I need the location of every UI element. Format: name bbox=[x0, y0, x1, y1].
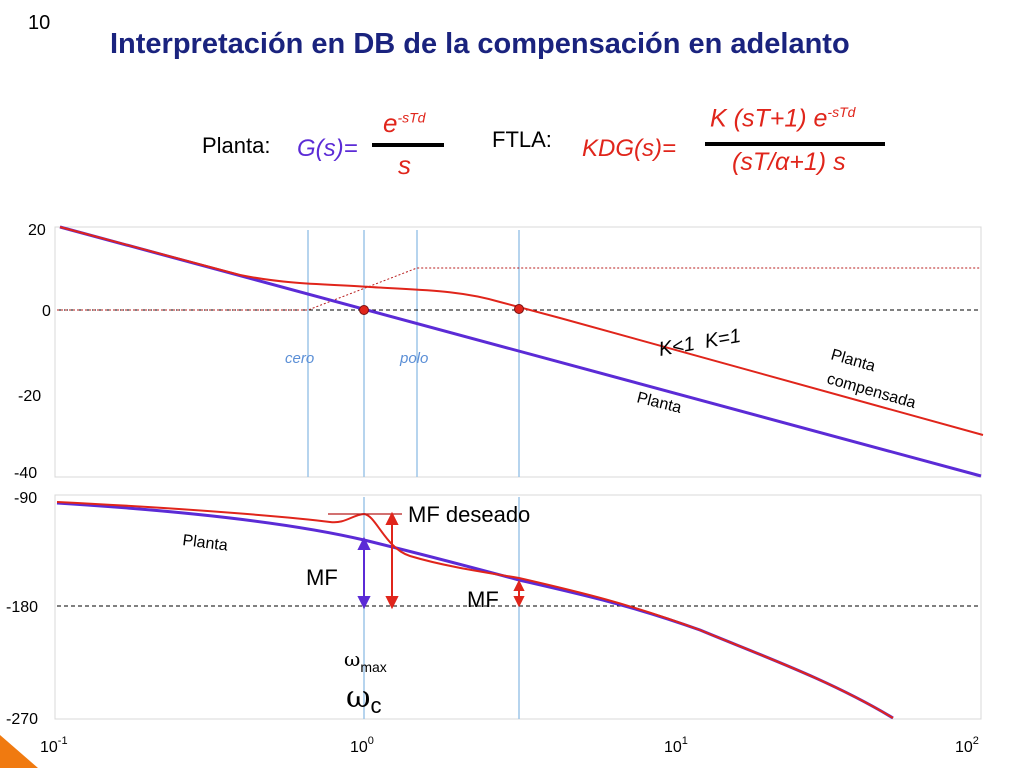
label-mf-compensated: MF bbox=[467, 587, 499, 612]
mf-compensated-arrow bbox=[513, 579, 525, 608]
corner-decoration bbox=[0, 735, 38, 768]
compensated-magnitude-curve bbox=[59, 226, 984, 436]
page-title: Interpretación en DB de la compensación … bbox=[110, 28, 850, 60]
label-planta-compensada-1: Planta bbox=[829, 347, 877, 376]
ftla-formula-denominator: (sT/α+1) s bbox=[732, 148, 846, 176]
crossover-dot-plant bbox=[359, 305, 369, 315]
mag-ytick-m40: -40 bbox=[14, 465, 37, 482]
ftla-formula-numerator: K (sT+1) e-sTd bbox=[710, 104, 856, 133]
label-omega-max: ωmax bbox=[344, 647, 387, 675]
phase-ytick-m180: -180 bbox=[6, 599, 38, 616]
xtick-10-0: 100 bbox=[350, 735, 374, 756]
mf-plant-arrow bbox=[357, 536, 371, 610]
phase-panel-frame bbox=[54, 494, 982, 720]
frequency-marker-lines bbox=[307, 230, 520, 719]
plant-fraction-bar bbox=[372, 143, 444, 147]
label-planta-phase: Planta bbox=[182, 532, 229, 554]
xtick-10-2: 102 bbox=[955, 735, 979, 756]
mag-ytick-m20: -20 bbox=[18, 388, 41, 405]
mag-ytick-0: 0 bbox=[42, 303, 51, 320]
magnitude-panel-frame bbox=[54, 226, 982, 478]
phase-ytick-m90: -90 bbox=[14, 490, 37, 507]
ftla-formula-lhs: KDG(s)= bbox=[582, 135, 677, 162]
xtick-10-1: 101 bbox=[664, 735, 688, 756]
label-polo: polo bbox=[399, 350, 428, 367]
lead-asymptote bbox=[57, 267, 980, 311]
ftla-label: FTLA: bbox=[492, 127, 552, 152]
label-planta-compensada-2: compensada bbox=[825, 371, 918, 413]
compensated-phase-curve bbox=[56, 501, 894, 719]
ftla-fraction-bar bbox=[705, 142, 885, 146]
label-cero: cero bbox=[285, 350, 314, 367]
label-mf-deseado: MF deseado bbox=[408, 502, 530, 527]
crossover-dot-compensated bbox=[514, 304, 524, 314]
label-omega-c: ωc bbox=[346, 680, 381, 718]
mf-desired-arrow bbox=[385, 511, 399, 610]
mag-ytick-20: 20 bbox=[28, 222, 46, 239]
label-k-less-1: K<1 bbox=[657, 333, 696, 361]
phase-ytick-m270: -270 bbox=[6, 711, 38, 728]
plant-formula-denominator: s bbox=[398, 150, 411, 180]
label-mf-plant: MF bbox=[306, 565, 338, 590]
slide-number: 10 bbox=[28, 12, 51, 34]
plant-formula-numerator: e-sTd bbox=[383, 108, 426, 138]
label-k-eq-1: K=1 bbox=[703, 325, 742, 353]
xtick-10-minus-1: 10-1 bbox=[40, 735, 68, 756]
plant-formula-lhs: G(s)= bbox=[297, 135, 358, 162]
plant-label: Planta: bbox=[202, 133, 271, 158]
